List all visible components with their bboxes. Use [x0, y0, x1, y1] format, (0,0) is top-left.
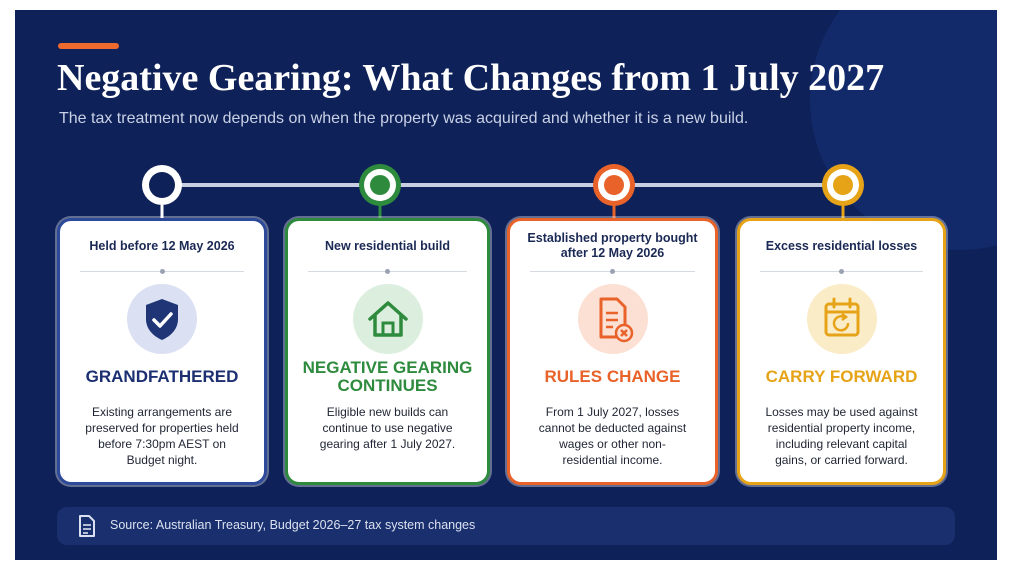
title: Negative Gearing: What Changes from 1 Ju…	[57, 57, 885, 99]
source-bar: Source: Australian Treasury, Budget 2026…	[57, 507, 955, 545]
source-icon	[79, 515, 95, 537]
card-description: Existing arrangements are preserved for …	[85, 405, 239, 467]
accent-bar	[58, 43, 119, 49]
divider-dot	[159, 269, 165, 274]
card-description: Losses may be used against residential p…	[765, 405, 918, 467]
card: Established property bought after 12 May…	[507, 218, 718, 485]
document-icon	[577, 284, 648, 354]
card: Held before 12 May 2026 GRANDFATHERED Ex…	[57, 218, 267, 485]
timeline-node	[359, 164, 401, 218]
card-label: RULES CHANGE	[544, 367, 681, 386]
timeline-node	[142, 165, 182, 218]
card-heading: Excess residential losses	[765, 238, 918, 253]
shield-icon	[127, 284, 197, 354]
subtitle: The tax treatment now depends on when th…	[59, 110, 749, 127]
timeline-node	[593, 164, 635, 218]
card-label: NEGATIVE GEARING CONTINUES	[302, 358, 473, 395]
card-heading: New residential build	[324, 238, 451, 253]
divider-dot	[839, 269, 844, 274]
divider-dot	[610, 269, 615, 274]
card-label: CARRY FORWARD	[765, 367, 918, 386]
panel: Negative Gearing: What Changes from 1 Ju…	[15, 10, 997, 560]
card-description: From 1 July 2027, losses cannot be deduc…	[538, 405, 687, 467]
timeline	[142, 164, 864, 218]
card-heading: Established property bought after 12 May…	[527, 231, 698, 260]
card-description: Eligible new builds can continue to use …	[319, 405, 456, 451]
card: Excess residential losses CARRY FORWARD …	[737, 218, 946, 485]
card-label: GRANDFATHERED	[85, 367, 239, 386]
card-heading: Held before 12 May 2026	[89, 238, 235, 253]
card: New residential build NEGATIVE GEARING C…	[285, 218, 490, 485]
house-icon	[352, 284, 423, 354]
calendar-icon	[806, 284, 877, 354]
divider-dot	[385, 269, 390, 274]
timeline-node	[822, 164, 864, 218]
source-text: Source: Australian Treasury, Budget 2026…	[110, 518, 476, 532]
